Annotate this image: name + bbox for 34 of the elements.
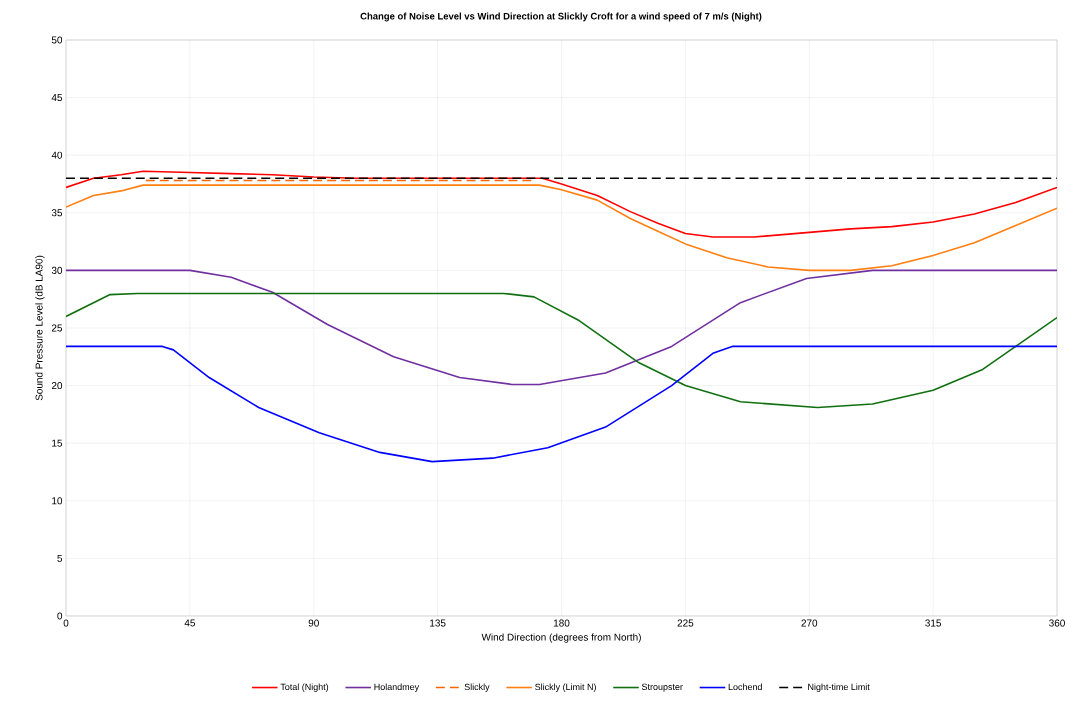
line-series xyxy=(66,345,1058,463)
legend-label: Total (Night) xyxy=(280,683,329,692)
line-series xyxy=(66,292,1058,409)
y-tick-label: 10 xyxy=(52,497,63,505)
line-series xyxy=(66,184,1058,272)
x-tick-label: 90 xyxy=(308,619,319,627)
legend-label: Stroupster xyxy=(641,683,683,692)
chart-title: Change of Noise Level vs Wind Direction at Slickly Croft for a wind speed of 7 m/s (Night) xyxy=(360,12,762,22)
x-tick-label: 360 xyxy=(1049,619,1065,627)
legend-label: Night-time Limit xyxy=(808,683,870,692)
x-tick-label: 315 xyxy=(925,619,942,627)
legend-label: Lochend xyxy=(728,683,762,691)
x-tick-label: 0 xyxy=(63,619,69,627)
y-tick-label: 50 xyxy=(51,36,63,44)
x-tick-label: 180 xyxy=(553,619,570,627)
line-series xyxy=(66,269,1058,386)
y-tick-label: 5 xyxy=(57,554,63,562)
legend-label: Holandmey xyxy=(374,683,420,692)
y-tick-label: 40 xyxy=(51,151,63,159)
x-axis-title: Wind Direction (degrees from North) xyxy=(481,633,641,643)
y-tick-label: 30 xyxy=(51,266,63,274)
y-tick-label: 0 xyxy=(57,612,63,620)
y-tick-label: 20 xyxy=(51,382,63,390)
y-tick-label: 45 xyxy=(51,94,63,102)
x-tick-label: 45 xyxy=(184,619,196,627)
y-tick-label: 15 xyxy=(52,439,63,447)
x-tick-label: 135 xyxy=(430,619,446,627)
y-tick-label: 35 xyxy=(51,209,63,217)
x-tick-label: 270 xyxy=(801,619,818,627)
y-axis-title: Sound Pressure Level (dB LA90) xyxy=(35,255,45,401)
legend-label: Slickly xyxy=(464,683,490,692)
x-tick-label: 225 xyxy=(677,619,694,627)
legend-label: Slickly (Limit N) xyxy=(535,683,596,692)
y-tick-label: 25 xyxy=(51,324,63,332)
